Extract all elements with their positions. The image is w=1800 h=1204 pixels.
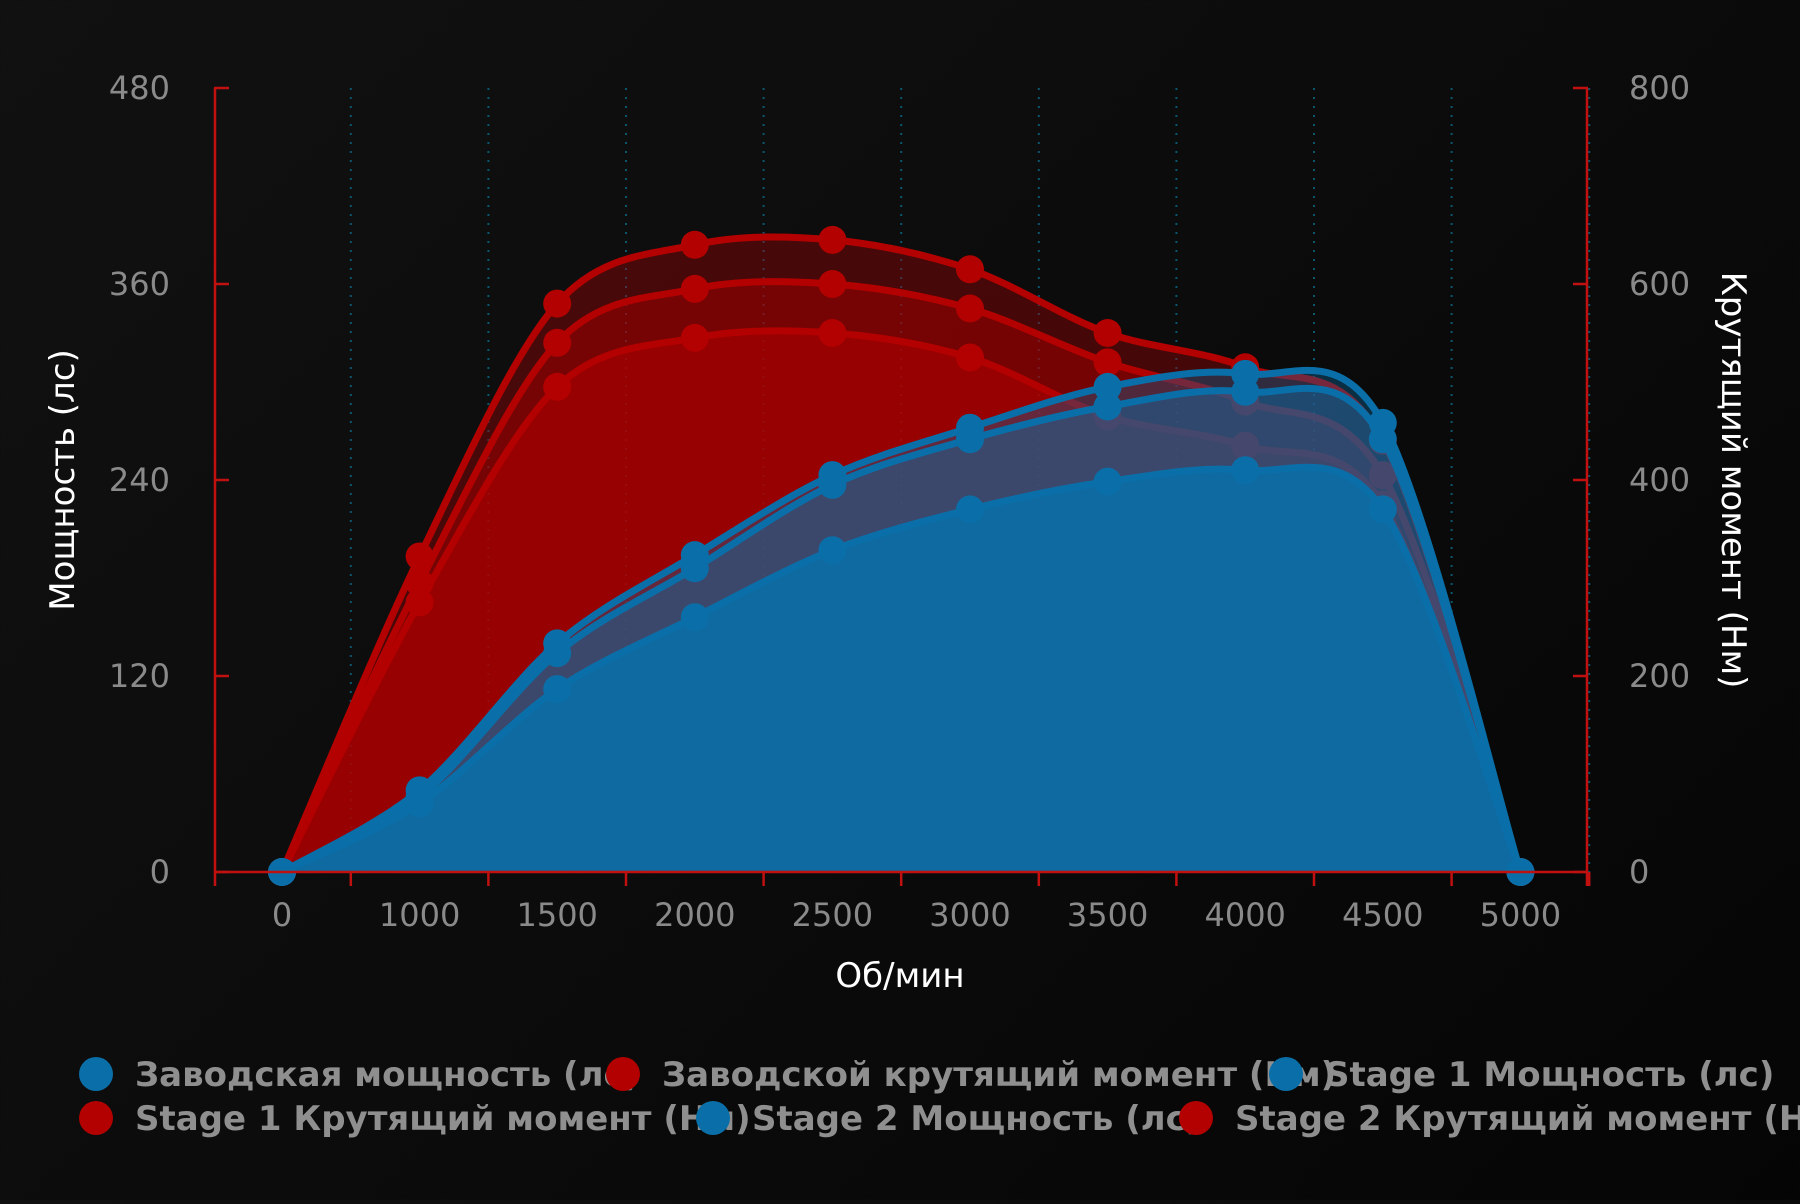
x-tick-label: 1500	[516, 896, 597, 934]
legend-label: Заводская мощность (лс)	[135, 1055, 639, 1095]
y-tick-label-right: 0	[1629, 853, 1649, 891]
series-area-2	[282, 388, 1521, 872]
data-point	[818, 461, 847, 490]
data-point	[1093, 467, 1122, 496]
series-line-3	[278, 278, 1524, 876]
data-point	[1093, 348, 1122, 377]
data-point	[956, 343, 984, 372]
data-point	[818, 319, 847, 347]
y-axis-title-left: Мощность (лс)	[43, 349, 83, 611]
data-point	[680, 541, 709, 570]
legend: Заводская мощность (лс) Заводской крутящи…	[79, 1055, 1800, 1139]
data-point	[680, 274, 709, 303]
y-tick-label-left: 360	[109, 265, 170, 303]
data-point	[405, 568, 434, 597]
legend-marker	[1179, 1101, 1213, 1135]
data-point	[1368, 461, 1397, 490]
y-tick-label-right: 800	[1629, 69, 1690, 107]
y-tick-label-right: 600	[1629, 265, 1690, 303]
legend-item[interactable]: Stage 1 Крутящий момент (Нм)	[79, 1099, 751, 1139]
y-tick-label-left: 120	[109, 657, 170, 695]
data-point	[956, 294, 984, 323]
power-areas	[282, 370, 1521, 872]
x-tick-label: 3500	[1067, 896, 1148, 934]
x-tick-label: 4500	[1342, 896, 1423, 934]
legend-marker	[696, 1101, 730, 1135]
data-point	[405, 776, 434, 805]
legend-label: Stage 1 Крутящий момент (Нм)	[135, 1099, 751, 1139]
legend-label: Stage 1 Мощность (лс)	[1325, 1055, 1774, 1095]
legend-label: Stage 2 Крутящий момент (Нм)	[1235, 1099, 1800, 1139]
axis-layer: 0 120 240 360 480 0 200 400 600 800 0 1000 1500 2000 2…	[43, 69, 1753, 996]
legend-marker	[79, 1101, 113, 1135]
data-point	[543, 675, 572, 704]
data-point	[1093, 319, 1122, 347]
legend-marker	[606, 1057, 640, 1091]
legend-item[interactable]: Stage 1 Мощность (лс)	[1269, 1055, 1774, 1095]
data-point	[1368, 408, 1397, 437]
legend-item[interactable]: Stage 2 Мощность (лс)	[696, 1099, 1201, 1139]
data-point	[1368, 495, 1397, 524]
y-tick-label-right: 200	[1629, 657, 1690, 695]
y-tick-label-right: 400	[1629, 461, 1690, 499]
data-point	[1231, 456, 1260, 485]
y-tick-label-left: 0	[150, 853, 170, 891]
data-point	[680, 230, 709, 259]
legend-marker	[1269, 1057, 1303, 1091]
x-tick-label: 4000	[1204, 896, 1285, 934]
x-tick-label: 3000	[929, 896, 1010, 934]
data-point	[543, 328, 572, 357]
legend-item[interactable]: Stage 2 Крутящий момент (Нм)	[1179, 1099, 1800, 1139]
legend-label: Stage 2 Мощность (лс)	[752, 1099, 1201, 1139]
power-points	[268, 359, 1535, 886]
x-tick-label: 0	[272, 896, 292, 934]
legend-item[interactable]: Заводская мощность (лс)	[79, 1055, 639, 1095]
data-point	[543, 629, 572, 658]
x-tick-label: 2500	[792, 896, 873, 934]
y-axis-title-right: Крутящий момент (Нм)	[1713, 272, 1753, 689]
series-area-4	[282, 370, 1521, 872]
series-line-1	[278, 327, 1524, 876]
data-point	[405, 588, 434, 617]
legend-marker	[79, 1057, 113, 1091]
data-point	[956, 495, 984, 524]
data-point	[543, 372, 572, 401]
y-tick-label-left: 480	[109, 69, 170, 107]
data-point	[680, 323, 709, 352]
data-point	[818, 225, 847, 254]
data-point	[1231, 431, 1260, 460]
x-tick-label: 2000	[654, 896, 735, 934]
data-point	[956, 413, 984, 442]
data-point	[818, 270, 847, 298]
legend-item[interactable]: Заводской крутящий момент (Нм)	[606, 1055, 1336, 1095]
data-point	[680, 603, 709, 632]
y-tick-label-left: 240	[109, 461, 170, 499]
data-point	[1231, 359, 1260, 388]
data-point	[1093, 392, 1122, 421]
data-point	[1093, 372, 1122, 401]
x-axis-title: Об/мин	[835, 956, 964, 996]
data-point	[956, 255, 984, 284]
series-area-0	[282, 467, 1521, 872]
legend-label: Заводской крутящий момент (Нм)	[662, 1055, 1336, 1095]
x-tick-label: 1000	[379, 896, 460, 934]
data-point	[405, 542, 434, 571]
x-tick-label: 5000	[1480, 896, 1561, 934]
data-point	[543, 289, 572, 318]
data-point	[818, 536, 847, 565]
